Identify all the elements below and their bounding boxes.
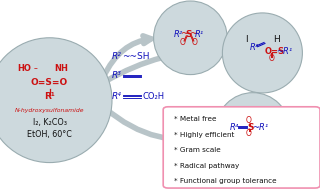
Text: I: I: [245, 35, 248, 44]
Ellipse shape: [216, 93, 290, 166]
Text: R²: R²: [174, 29, 183, 39]
Text: O=S: O=S: [265, 47, 285, 56]
Text: O: O: [180, 38, 185, 47]
Text: H: H: [273, 35, 280, 44]
Text: O: O: [246, 116, 252, 125]
Text: N-hydroxysulfonamide: N-hydroxysulfonamide: [15, 108, 84, 113]
Text: R¹: R¹: [195, 29, 204, 39]
Text: * Metal free: * Metal free: [174, 116, 217, 122]
Text: R³: R³: [250, 43, 259, 52]
Text: –: –: [34, 64, 37, 73]
Text: R⁴: R⁴: [112, 92, 122, 101]
Ellipse shape: [154, 1, 227, 75]
Text: S: S: [186, 29, 192, 39]
Ellipse shape: [0, 38, 112, 163]
Text: R¹: R¹: [44, 92, 55, 101]
Text: I₂, K₂CO₃: I₂, K₂CO₃: [33, 118, 67, 127]
Text: * Highly efficient: * Highly efficient: [174, 132, 235, 138]
Text: HO: HO: [18, 64, 31, 74]
Ellipse shape: [222, 13, 302, 93]
Text: ~: ~: [181, 29, 189, 39]
Text: * Gram scale: * Gram scale: [174, 147, 221, 153]
Text: ~R¹: ~R¹: [252, 123, 269, 132]
Text: CO₂H: CO₂H: [142, 92, 164, 101]
Text: * Functional group tolerance: * Functional group tolerance: [174, 178, 277, 184]
Text: * Radical pathway: * Radical pathway: [174, 163, 240, 169]
Text: ~~SH: ~~SH: [122, 52, 150, 61]
Text: R³: R³: [112, 71, 122, 81]
Text: ~: ~: [190, 29, 198, 39]
Text: O: O: [192, 38, 197, 47]
Text: NH: NH: [54, 64, 68, 74]
Text: S: S: [247, 123, 254, 132]
Text: O=S=O: O=S=O: [31, 78, 68, 87]
Text: R⁴: R⁴: [230, 122, 239, 132]
Text: O: O: [246, 129, 252, 138]
Text: ~R¹: ~R¹: [276, 47, 293, 56]
FancyBboxPatch shape: [163, 107, 320, 188]
Text: EtOH, 60°C: EtOH, 60°C: [27, 130, 72, 139]
Text: R²: R²: [112, 52, 122, 61]
Text: O: O: [268, 54, 274, 63]
